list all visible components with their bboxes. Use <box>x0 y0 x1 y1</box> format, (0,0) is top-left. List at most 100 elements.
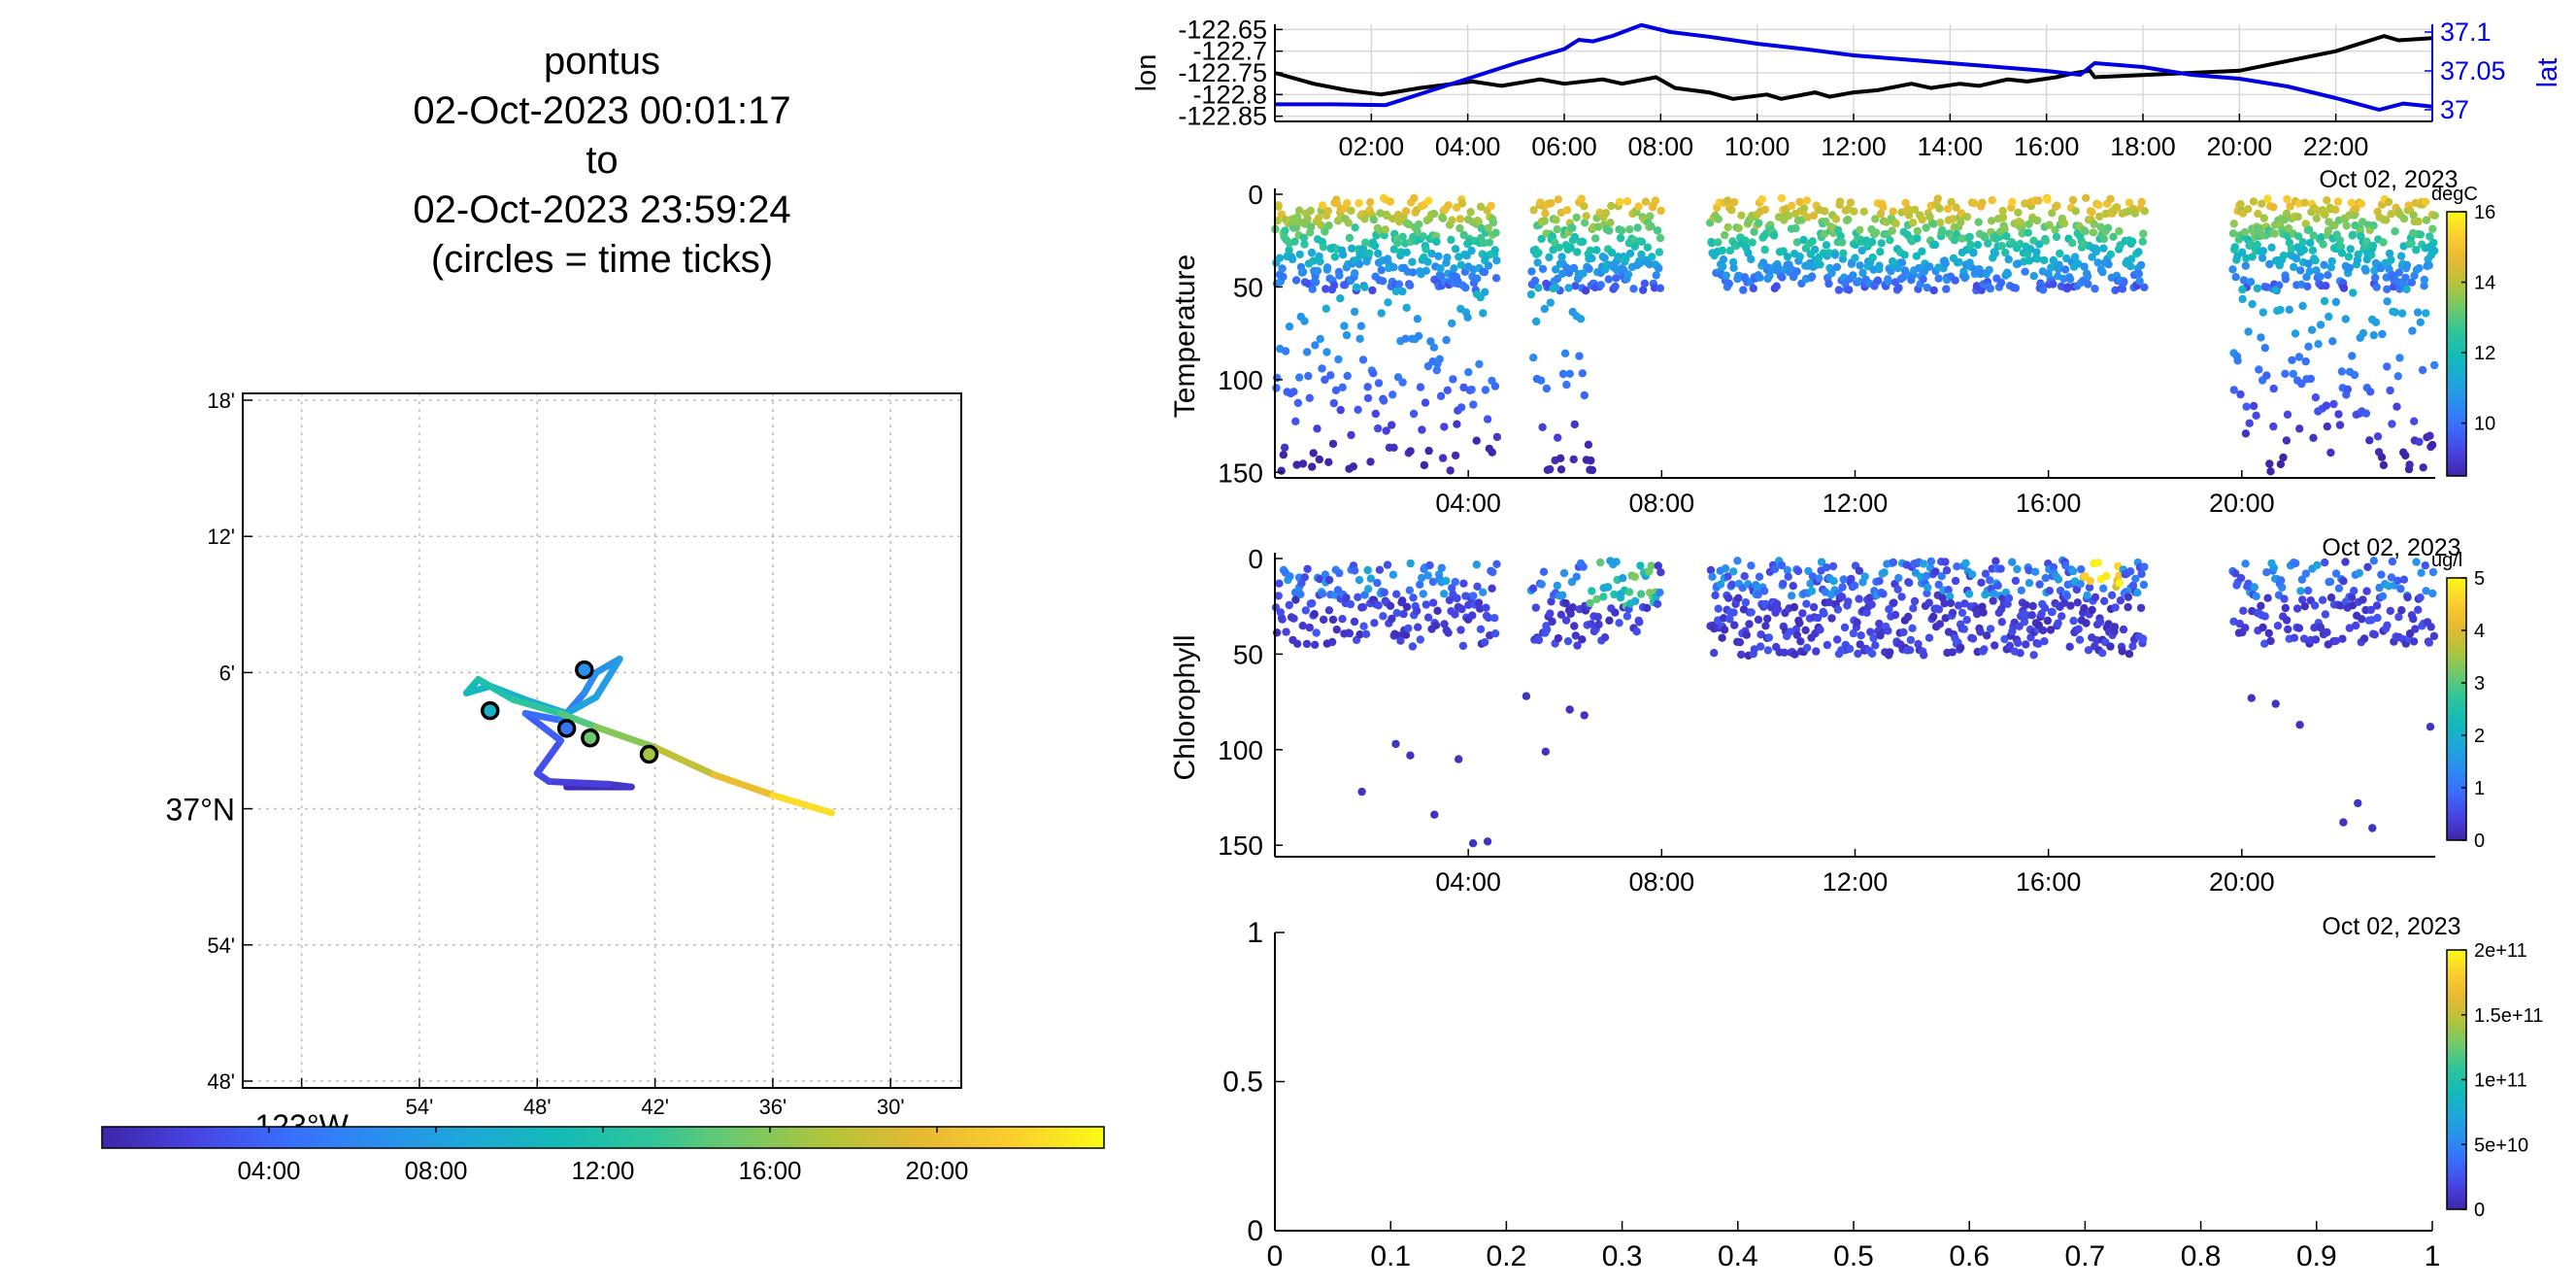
data-point <box>1833 635 1842 644</box>
data-point <box>2379 460 2389 470</box>
data-point <box>1783 565 1792 575</box>
data-point <box>1459 579 1468 588</box>
data-point <box>1749 284 1758 293</box>
data-point <box>2299 634 2309 643</box>
y-tick-label: -122.75 <box>1178 58 1267 87</box>
data-point <box>2301 220 2310 228</box>
data-point <box>1933 194 1943 203</box>
track-segment <box>510 695 565 717</box>
lon-tick-label: 42' <box>641 1095 669 1119</box>
data-point <box>2252 592 2260 601</box>
data-point <box>1816 626 1824 634</box>
colorbar-tick-label: 14 <box>2474 273 2495 294</box>
data-point <box>1467 385 1476 394</box>
data-point <box>2354 798 2362 808</box>
data-point <box>1373 578 1382 588</box>
data-point <box>1410 193 1419 203</box>
colorbar-tick-label: 2 <box>2474 726 2485 747</box>
data-point <box>2252 411 2260 420</box>
data-point <box>1955 257 1963 267</box>
data-point <box>1979 608 1988 617</box>
data-point <box>1363 565 1372 575</box>
data-point <box>1374 601 1383 610</box>
data-point <box>1741 598 1751 607</box>
data-point <box>2296 266 2305 275</box>
data-point <box>1436 264 1445 273</box>
data-point <box>1655 264 1663 273</box>
data-point <box>2412 558 2421 566</box>
data-point <box>2024 579 2034 588</box>
data-point <box>1646 212 1655 220</box>
data-point <box>2348 352 2357 360</box>
data-point <box>1837 593 1847 601</box>
data-point <box>2254 209 2262 219</box>
data-point <box>2337 367 2347 376</box>
data-point <box>2273 622 2283 630</box>
data-point <box>1338 251 1348 259</box>
data-point <box>1580 390 1589 400</box>
data-point <box>1854 649 1862 659</box>
data-point <box>1451 610 1459 619</box>
data-point <box>1278 615 1287 624</box>
data-point <box>1434 252 1443 260</box>
data-point <box>2013 564 2022 574</box>
data-point <box>2321 610 2330 619</box>
data-point <box>2134 269 2144 278</box>
data-point <box>1585 264 1593 274</box>
x-tick-label: 16:00 <box>2016 489 2082 518</box>
data-point <box>1444 628 1453 637</box>
data-point <box>2344 253 2354 261</box>
data-point <box>1568 603 1578 612</box>
data-point <box>1802 643 1812 653</box>
y-tick-label: 150 <box>1218 458 1263 488</box>
data-point <box>2071 207 2080 216</box>
data-point <box>2283 194 2292 204</box>
data-point <box>1402 248 1411 256</box>
data-point <box>1708 572 1717 581</box>
x-tick-label: 1 <box>2425 1240 2441 1272</box>
data-point <box>1897 593 1906 601</box>
data-point <box>1556 610 1566 619</box>
data-point <box>1816 260 1824 269</box>
y2-tick-label: 37.1 <box>2440 17 2492 47</box>
data-point <box>1318 364 1326 373</box>
data-point <box>1388 614 1396 624</box>
data-point <box>1735 638 1745 647</box>
data-point <box>2120 278 2128 287</box>
data-point <box>2266 636 2275 646</box>
x-tick-label: 12:00 <box>1821 132 1887 161</box>
data-point <box>1277 466 1286 475</box>
data-point <box>1918 216 1926 224</box>
data-point <box>1389 263 1398 272</box>
data-point <box>1324 575 1334 585</box>
data-point <box>2069 616 2078 626</box>
data-point <box>2378 329 2387 339</box>
y-tick-label: 100 <box>1218 365 1263 395</box>
data-point <box>1641 197 1651 206</box>
data-point <box>1629 285 1638 293</box>
data-point <box>2326 448 2335 458</box>
data-point <box>1871 215 1880 223</box>
y-tick-label: 100 <box>1218 735 1263 765</box>
data-point <box>2285 305 2293 314</box>
data-point <box>2119 625 2128 634</box>
data-point <box>2316 624 2325 632</box>
data-point <box>2427 440 2437 450</box>
data-point <box>1334 355 1343 364</box>
data-point <box>2033 216 2042 225</box>
data-point <box>1796 637 1805 646</box>
data-point <box>1384 298 1392 307</box>
data-point <box>1849 628 1858 638</box>
data-point <box>1522 692 1531 700</box>
start-time: 02-Oct-2023 00:01:17 <box>413 89 791 132</box>
data-point <box>1459 383 1468 392</box>
data-point <box>1559 568 1569 578</box>
colorbar-tick-label: 16 <box>2474 202 2495 223</box>
data-point <box>1964 590 1974 598</box>
data-point <box>2240 227 2250 237</box>
data-point <box>1873 276 1883 285</box>
data-point <box>1439 214 1448 222</box>
data-point <box>2041 573 2050 583</box>
data-point <box>1831 215 1841 223</box>
data-point <box>2040 255 2049 265</box>
